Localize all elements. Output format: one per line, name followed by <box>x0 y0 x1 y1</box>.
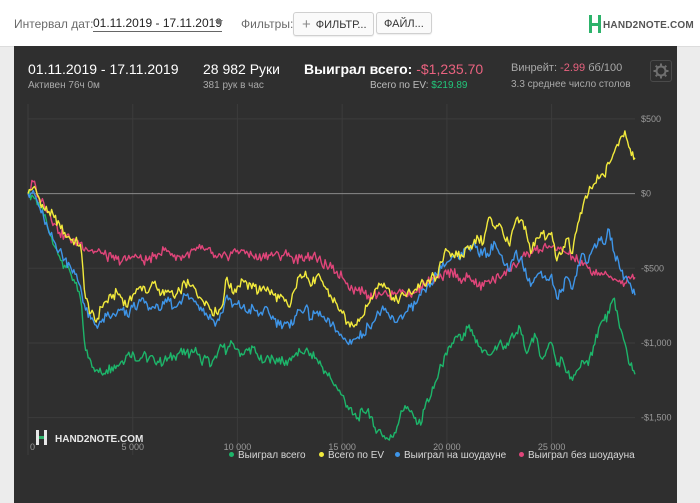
series-line-1 <box>27 130 636 328</box>
x-tick-label: 0 <box>30 442 35 452</box>
files-button-label: ФАЙЛ... <box>384 18 424 30</box>
legend-dot-non-showdown <box>519 452 524 457</box>
winrate-unit: бб/100 <box>588 62 623 74</box>
chevron-down-icon[interactable] <box>215 20 223 25</box>
profit-chart: 0 5 000 10 000 15 000 20 000 25 000 $500 $0 -$50… <box>27 104 672 455</box>
top-toolbar: Интервал дат: 01.11.2019 - 17.11.2019 Фи… <box>0 0 700 47</box>
legend-item-won[interactable]: Выиграл всего <box>229 450 306 461</box>
filter-button-label: ФИЛЬТР... <box>315 19 367 31</box>
files-button[interactable]: ФАЙЛ... <box>376 12 432 34</box>
filters-label: Фильтры: <box>241 17 294 31</box>
summary-hands: 28 982 Руки <box>203 61 280 77</box>
ev-label: Всего по EV: <box>370 80 429 91</box>
series-line-3 <box>27 179 636 301</box>
legend-dot-won <box>229 452 234 457</box>
summary-won: Выиграл всего: -$1,235.70 <box>304 61 483 77</box>
plus-icon: + <box>302 16 311 33</box>
x-tick-label: 5 000 <box>121 442 144 452</box>
x-tick-label: 15 000 <box>328 442 356 452</box>
gear-icon <box>653 63 669 79</box>
legend-label-won: Выиграл всего <box>238 450 306 461</box>
summary-winrate: Винрейт: -2.99 бб/100 <box>511 62 622 74</box>
chart-ticks: 0 5 000 10 000 15 000 20 000 25 000 $500 $0 -$50… <box>30 114 672 452</box>
winrate-value: -2.99 <box>560 62 586 74</box>
watermark-text: HAND2NOTE.COM <box>55 434 143 445</box>
logo-text: HAND2NOTE.COM <box>603 20 694 31</box>
filter-button[interactable]: + ФИЛЬТР... <box>293 12 374 36</box>
y-tick-label: $0 <box>641 189 651 199</box>
ev-value: $219.89 <box>431 80 468 91</box>
won-value: -$1,235.70 <box>416 61 484 77</box>
y-tick-label: $500 <box>641 114 661 124</box>
y-tick-label: -$500 <box>641 263 664 273</box>
legend-item-non-showdown[interactable]: Выиграл без шоудауна <box>519 450 635 461</box>
summary-hands-per-hour: 381 рук в час <box>203 80 264 91</box>
x-tick-label: 20 000 <box>433 442 461 452</box>
legend-dot-ev <box>319 452 324 457</box>
won-label: Выиграл всего: <box>304 61 413 77</box>
x-tick-label: 10 000 <box>224 442 252 452</box>
y-tick-label: -$1,500 <box>641 413 672 423</box>
legend-item-showdown[interactable]: Выиграл на шоудауне <box>395 450 506 461</box>
legend-label-non-showdown: Выиграл без шоудауна <box>528 450 635 461</box>
legend-item-ev[interactable]: Всего по EV <box>319 450 384 461</box>
series-line-2 <box>27 189 636 346</box>
summary-active-time: Активен 76ч 0м <box>28 80 100 91</box>
date-range-picker[interactable]: 01.11.2019 - 17.11.2019 <box>93 16 222 32</box>
legend-dot-showdown <box>395 452 400 457</box>
hand2note-logo-icon <box>589 15 601 33</box>
chart-panel: 01.11.2019 - 17.11.2019 Активен 76ч 0м 2… <box>14 46 677 503</box>
legend-label-showdown: Выиграл на шоудауне <box>404 450 507 461</box>
series-line-0 <box>27 189 636 441</box>
winrate-label: Винрейт: <box>511 62 558 74</box>
legend-label-ev: Всего по EV <box>328 450 385 461</box>
y-tick-label: -$1,000 <box>641 338 672 348</box>
chart-series <box>27 130 636 441</box>
settings-button[interactable] <box>650 60 672 82</box>
summary-dates: 01.11.2019 - 17.11.2019 <box>28 61 179 77</box>
summary-tables: 3.3 среднее число столов <box>511 79 631 90</box>
x-tick-label: 25 000 <box>538 442 566 452</box>
chart-grid <box>27 104 635 455</box>
date-range-label: Интервал дат: <box>14 17 94 31</box>
watermark <box>36 430 47 445</box>
summary-ev: Всего по EV: $219.89 <box>370 80 467 91</box>
